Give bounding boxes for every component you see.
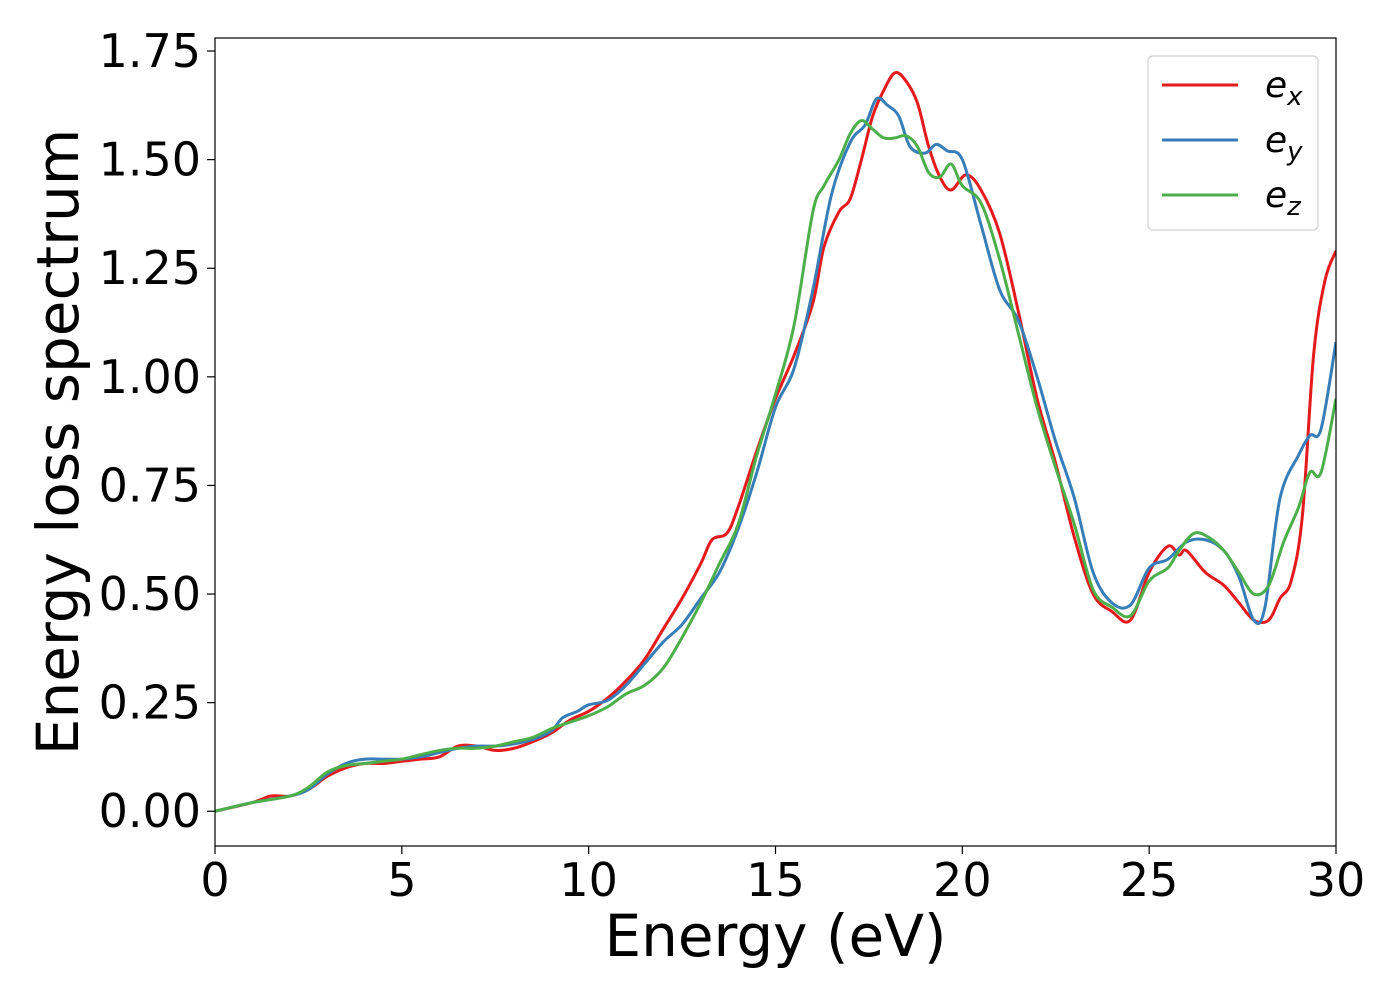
legend: ex ey ez	[1147, 55, 1319, 231]
series-line-e_z	[215, 119, 1336, 813]
x-tick-label: 30	[1307, 853, 1366, 907]
y-tick-label: 1.25	[99, 241, 201, 295]
y-axis-title: Energy loss spectrum	[24, 129, 92, 755]
axes: 0 5 10 15 20 25 30 0.00 0.25 0.50 0.75 1.00 1.25 1.50…	[99, 24, 1366, 907]
y-tick-label: 1.00	[99, 350, 201, 404]
x-tick-label: 25	[1120, 853, 1179, 907]
y-tick-label: 0.25	[99, 676, 201, 730]
x-tick-label: 5	[387, 853, 416, 907]
legend-label-e_y: ey	[1265, 120, 1303, 167]
y-tick-label: 0.50	[99, 567, 201, 621]
y-tick-label: 1.75	[99, 24, 201, 78]
x-tick-label: 15	[746, 853, 805, 907]
legend-box	[1147, 55, 1319, 231]
plot-area	[215, 71, 1336, 813]
y-tick-label: 0.00	[99, 784, 201, 838]
y-tick-label: 0.75	[99, 458, 201, 512]
x-tick-label: 20	[933, 853, 992, 907]
legend-label-e_z: ez	[1265, 175, 1302, 222]
x-axis-title: Energy (eV)	[604, 902, 946, 970]
x-tick-label: 0	[200, 853, 229, 907]
legend-label-e_x: ex	[1265, 65, 1303, 112]
x-tick-label: 10	[559, 853, 618, 907]
y-tick-label: 1.50	[99, 133, 201, 187]
